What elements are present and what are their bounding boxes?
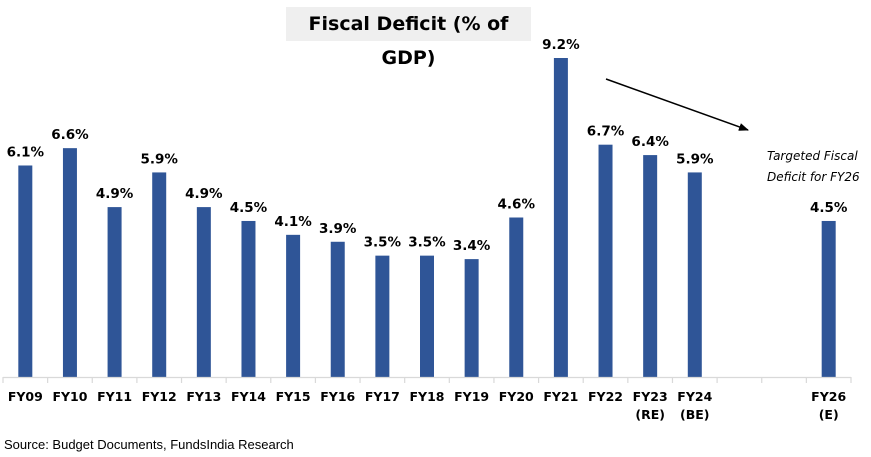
- bar-fy17: [375, 255, 390, 377]
- data-label: 3.5%: [364, 235, 402, 251]
- annotation-line-2: Deficit for FY26: [767, 170, 860, 184]
- data-label: 3.9%: [319, 221, 357, 237]
- bar-fy14: [241, 220, 256, 377]
- x-tick-label: FY12: [142, 389, 177, 404]
- x-tick-label: FY20: [499, 389, 534, 404]
- data-label: 4.5%: [230, 200, 268, 216]
- bar-fy18: [420, 255, 434, 377]
- bar-fy19: [464, 259, 479, 377]
- data-label: 4.5%: [810, 200, 848, 216]
- bar-fy16: [330, 241, 345, 377]
- bar-fy11: [107, 207, 122, 377]
- data-label: 6.7%: [587, 124, 625, 140]
- x-tick-label: FY14: [231, 389, 266, 404]
- data-label: 4.9%: [96, 186, 134, 202]
- source-note: Source: Budget Documents, FundsIndia Res…: [4, 437, 294, 452]
- x-tick-label: FY26: [811, 389, 846, 404]
- data-label: 4.1%: [274, 214, 312, 230]
- bar-fy12: [152, 172, 167, 377]
- bar-fy23: [643, 155, 658, 377]
- x-tick-label: (BE): [680, 407, 710, 422]
- data-label: 4.6%: [498, 197, 536, 213]
- x-tick-label: FY09: [8, 389, 43, 404]
- data-label: 3.4%: [453, 238, 491, 254]
- bar-fy22: [598, 144, 613, 377]
- data-label: 9.2%: [542, 37, 580, 53]
- x-tick-label: FY22: [588, 389, 623, 404]
- x-tick-label: FY24: [677, 389, 712, 404]
- x-tick-label: FY10: [52, 389, 87, 404]
- x-tick-label: FY15: [276, 389, 311, 404]
- x-tick-label: FY19: [454, 389, 489, 404]
- data-label: 5.9%: [140, 151, 178, 167]
- bar-fy15: [286, 234, 301, 377]
- x-tick-label: FY18: [410, 389, 445, 404]
- x-tick-label: FY23: [633, 389, 668, 404]
- data-label: 3.5%: [408, 235, 446, 251]
- bar-fy10: [62, 148, 77, 377]
- data-label: 4.9%: [185, 186, 223, 202]
- bar-fy26: [821, 220, 836, 377]
- data-label: 6.4%: [631, 134, 669, 150]
- bar-chart: 6.1% 6.6% 4.9% 5.9% 4.9% 4.5% 4.1% 3.9% 3.5% 3.5%…: [2, 37, 860, 422]
- data-label: 6.1%: [7, 144, 45, 160]
- bar-fy13: [196, 207, 211, 377]
- x-tick-label: (RE): [635, 407, 665, 422]
- trend-arrow: [605, 78, 749, 131]
- bar-fy24: [687, 172, 702, 377]
- x-tick-label: (E): [819, 407, 839, 422]
- chart-title: Fiscal Deficit (% of GDP): [308, 13, 509, 69]
- annotation-line-1: Targeted Fiscal: [767, 149, 858, 163]
- bar-fy21: [553, 58, 568, 377]
- x-tick-label: FY11: [97, 389, 132, 404]
- x-tick-label: FY13: [186, 389, 221, 404]
- x-tick-label: FY16: [320, 389, 355, 404]
- bar-fy20: [509, 217, 524, 377]
- data-label: 6.6%: [51, 127, 89, 143]
- x-tick-label: FY21: [543, 389, 578, 404]
- title-background: [286, 7, 531, 41]
- x-tick-label: FY17: [365, 389, 400, 404]
- data-label: 5.9%: [676, 151, 714, 167]
- bar-fy09: [18, 165, 33, 377]
